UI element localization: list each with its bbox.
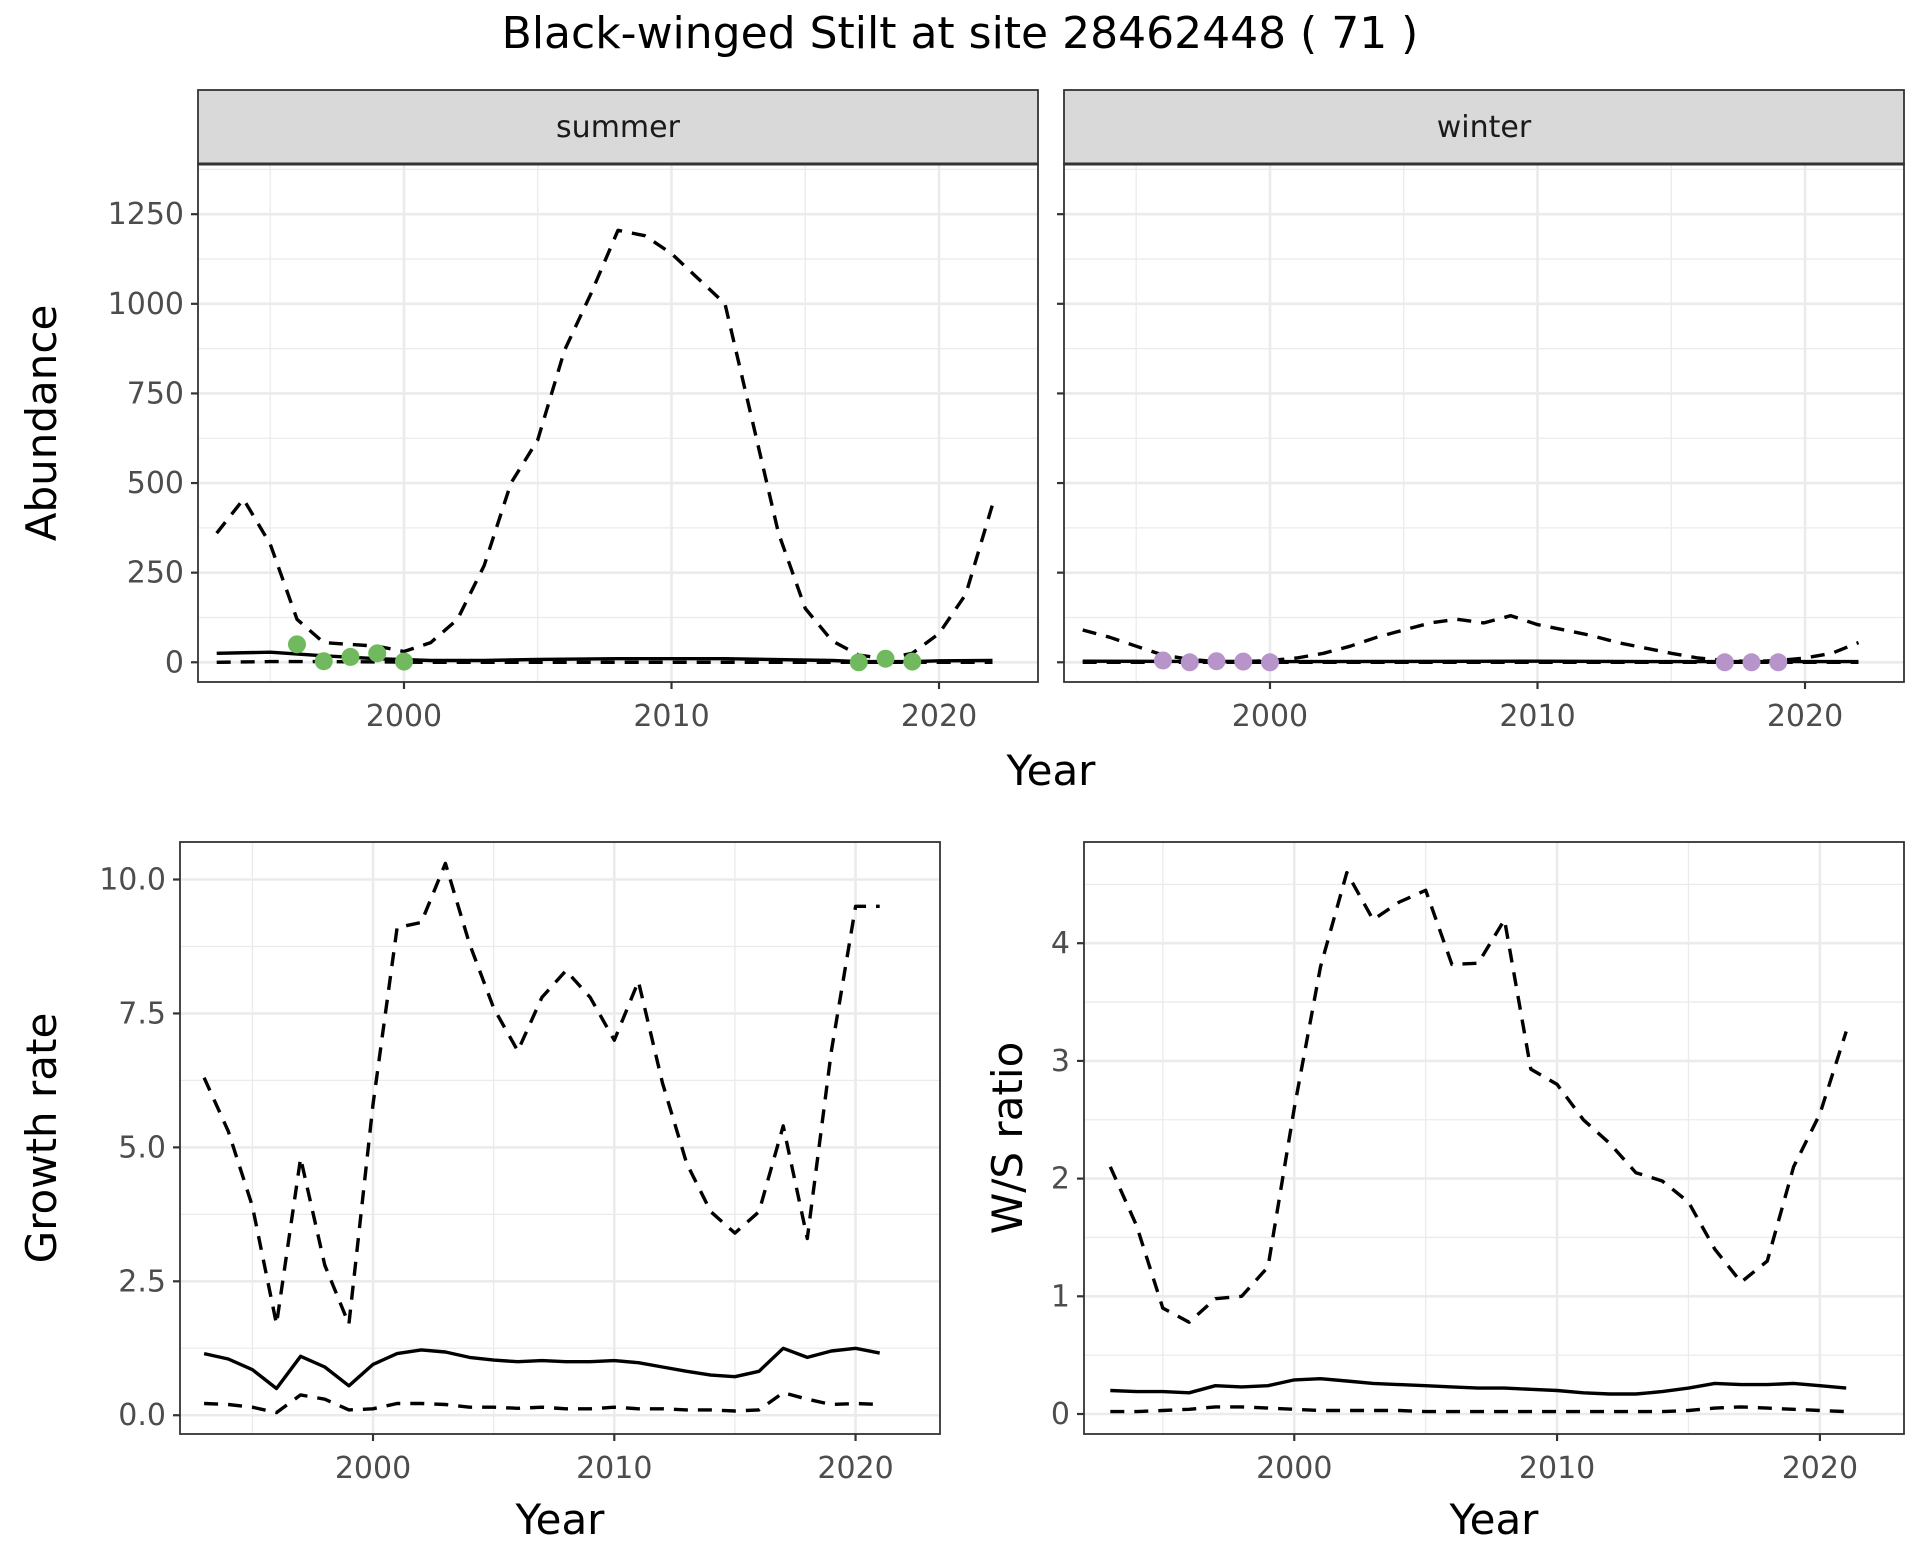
abundance-summer-panel-bg xyxy=(198,164,1038,682)
abundance-panel-summer: summer 2000 2010 2020 0 250 500 750 1000 1250 xyxy=(108,89,1039,734)
abundance-y-axis-title: Abundance xyxy=(17,305,66,542)
growth-rate-panel-bg xyxy=(180,842,940,1434)
ws-ratio-y-axis-title: W/S ratio xyxy=(983,1042,1032,1235)
growth-rate-y-axis-title: Growth rate xyxy=(17,1013,66,1264)
ws-ratio-panel: 2000 2010 2020 0 1 2 3 4 xyxy=(1051,841,1905,1486)
growth-rate-series-dashed-lower xyxy=(204,1391,880,1415)
abundance-winter-point xyxy=(1153,651,1172,670)
growth-rate-y-tick-label: 0.0 xyxy=(118,1398,166,1433)
abundance-summer-y-tick-label: 1000 xyxy=(108,287,184,322)
growth-rate-panel-border xyxy=(179,841,941,1435)
abundance-winter-point xyxy=(1769,653,1788,672)
abundance-panel-winter: winter 2000 2010 2020 xyxy=(1057,89,1905,734)
abundance-x-axis-title: Year xyxy=(1006,746,1097,795)
abundance-summer-x-tick-label: 2000 xyxy=(366,699,442,734)
abundance-summer-point xyxy=(368,644,387,663)
ws-ratio-y-tick-label: 3 xyxy=(1051,1044,1070,1079)
abundance-winter-point xyxy=(1742,653,1761,672)
growth-rate-x-tick-label: 2000 xyxy=(335,1451,411,1486)
growth-rate-y-tick-label: 5.0 xyxy=(118,1130,166,1165)
ws-ratio-x-axis-title: Year xyxy=(1449,1495,1540,1544)
abundance-winter-x-tick-label: 2000 xyxy=(1232,699,1308,734)
ws-ratio-y-tick-label: 0 xyxy=(1051,1397,1070,1432)
abundance-summer-point xyxy=(876,649,895,668)
abundance-summer-point xyxy=(394,652,413,671)
abundance-summer-point xyxy=(287,635,306,654)
ws-ratio-x-tick-label: 2010 xyxy=(1519,1451,1595,1486)
ws-ratio-panel-border xyxy=(1083,841,1905,1435)
abundance-winter-strip-label: winter xyxy=(1437,110,1532,145)
abundance-summer-y-tick-label: 1250 xyxy=(108,197,184,232)
ws-ratio-y-tick-label: 4 xyxy=(1051,926,1070,961)
growth-rate-x-axis-title: Year xyxy=(515,1495,606,1544)
ws-ratio-y-tick-label: 1 xyxy=(1051,1279,1070,1314)
abundance-summer-y-tick-label: 0 xyxy=(165,645,184,680)
abundance-summer-point xyxy=(849,653,868,672)
ws-ratio-series-solid xyxy=(1110,1377,1847,1396)
abundance-winter-point xyxy=(1207,652,1226,671)
growth-rate-y-tick-label: 7.5 xyxy=(118,996,166,1031)
ws-ratio-x-tick-label: 2000 xyxy=(1256,1451,1332,1486)
abundance-winter-panel-bg xyxy=(1064,164,1904,682)
abundance-winter-x-tick-label: 2010 xyxy=(1499,699,1575,734)
abundance-summer-x-tick-label: 2010 xyxy=(633,699,709,734)
abundance-winter-strip xyxy=(1063,89,1905,165)
abundance-winter-x-tick-label: 2020 xyxy=(1767,699,1843,734)
growth-rate-series-solid xyxy=(203,1346,881,1391)
ws-ratio-series-dashed-lower xyxy=(1110,1405,1847,1414)
abundance-winter-point xyxy=(1234,652,1253,671)
abundance-summer-series-dashed-lower xyxy=(216,659,993,664)
abundance-summer-strip xyxy=(197,89,1039,165)
abundance-summer-point xyxy=(341,647,360,666)
abundance-summer-point xyxy=(903,652,922,671)
abundance-winter-point xyxy=(1180,653,1199,672)
abundance-summer-y-tick-label: 500 xyxy=(127,466,184,501)
abundance-winter-point xyxy=(1260,653,1279,672)
abundance-summer-point xyxy=(314,652,333,671)
growth-rate-series-dashed-upper xyxy=(202,861,880,1326)
abundance-summer-y-tick-label: 750 xyxy=(127,376,184,411)
abundance-summer-strip-label: summer xyxy=(556,110,681,145)
growth-rate-x-tick-label: 2020 xyxy=(817,1451,893,1486)
growth-rate-x-tick-label: 2010 xyxy=(576,1451,652,1486)
figure-title: Black-winged Stilt at site 28462448 ( 71… xyxy=(502,8,1419,59)
growth-rate-y-tick-label: 2.5 xyxy=(118,1264,166,1299)
growth-rate-y-tick-label: 10.0 xyxy=(99,863,166,898)
abundance-summer-x-tick-label: 2020 xyxy=(901,699,977,734)
abundance-winter-point xyxy=(1715,653,1734,672)
ws-ratio-x-tick-label: 2020 xyxy=(1782,1451,1858,1486)
ws-ratio-y-tick-label: 2 xyxy=(1051,1162,1070,1197)
growth-rate-panel: 2000 2010 2020 0.0 2.5 5.0 7.5 10.0 xyxy=(99,841,941,1486)
abundance-summer-y-tick-label: 250 xyxy=(127,556,184,591)
ws-ratio-panel-bg xyxy=(1084,842,1904,1434)
chart-root: summer 2000 2010 2020 0 250 500 750 1000 1250 wint… xyxy=(17,89,1905,1544)
